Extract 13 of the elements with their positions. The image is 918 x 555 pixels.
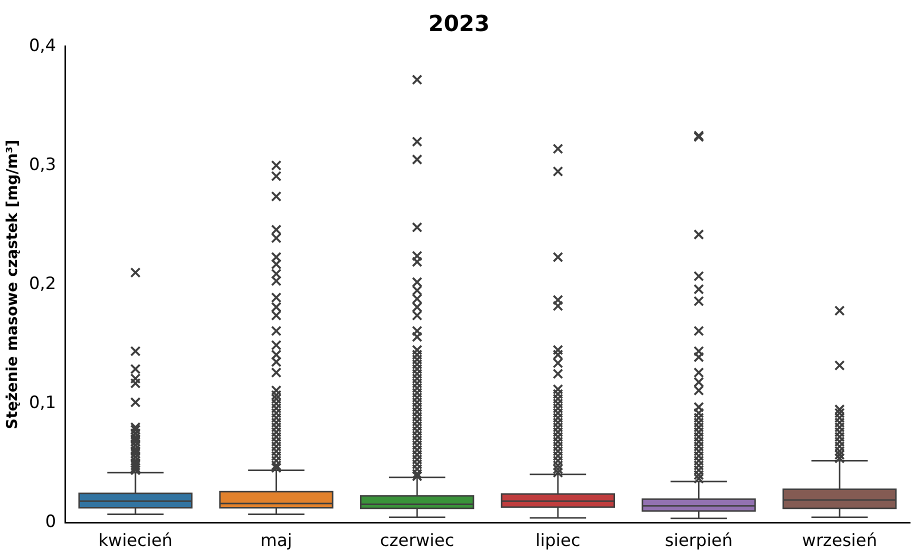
y-tick-label: 0,4 (28, 36, 56, 56)
y-tick-label: 0 (45, 512, 56, 532)
y-tick-label: 0,2 (28, 274, 56, 294)
x-tick-label: wrzesień (802, 531, 878, 552)
y-axis-title: Stężenie masowe cząstek [mg/m³] (2, 140, 21, 430)
y-tick-label: 0,3 (28, 154, 56, 175)
x-tick-label: czerwiec (380, 531, 454, 552)
chart-title: 2023 (428, 12, 490, 37)
x-tick-label: sierpień (664, 531, 733, 552)
x-tick-label: kwiecień (98, 531, 173, 552)
y-tick-label: 0,1 (28, 392, 56, 413)
x-tick-label: maj (260, 531, 292, 552)
x-tick-label: lipiec (536, 531, 580, 552)
